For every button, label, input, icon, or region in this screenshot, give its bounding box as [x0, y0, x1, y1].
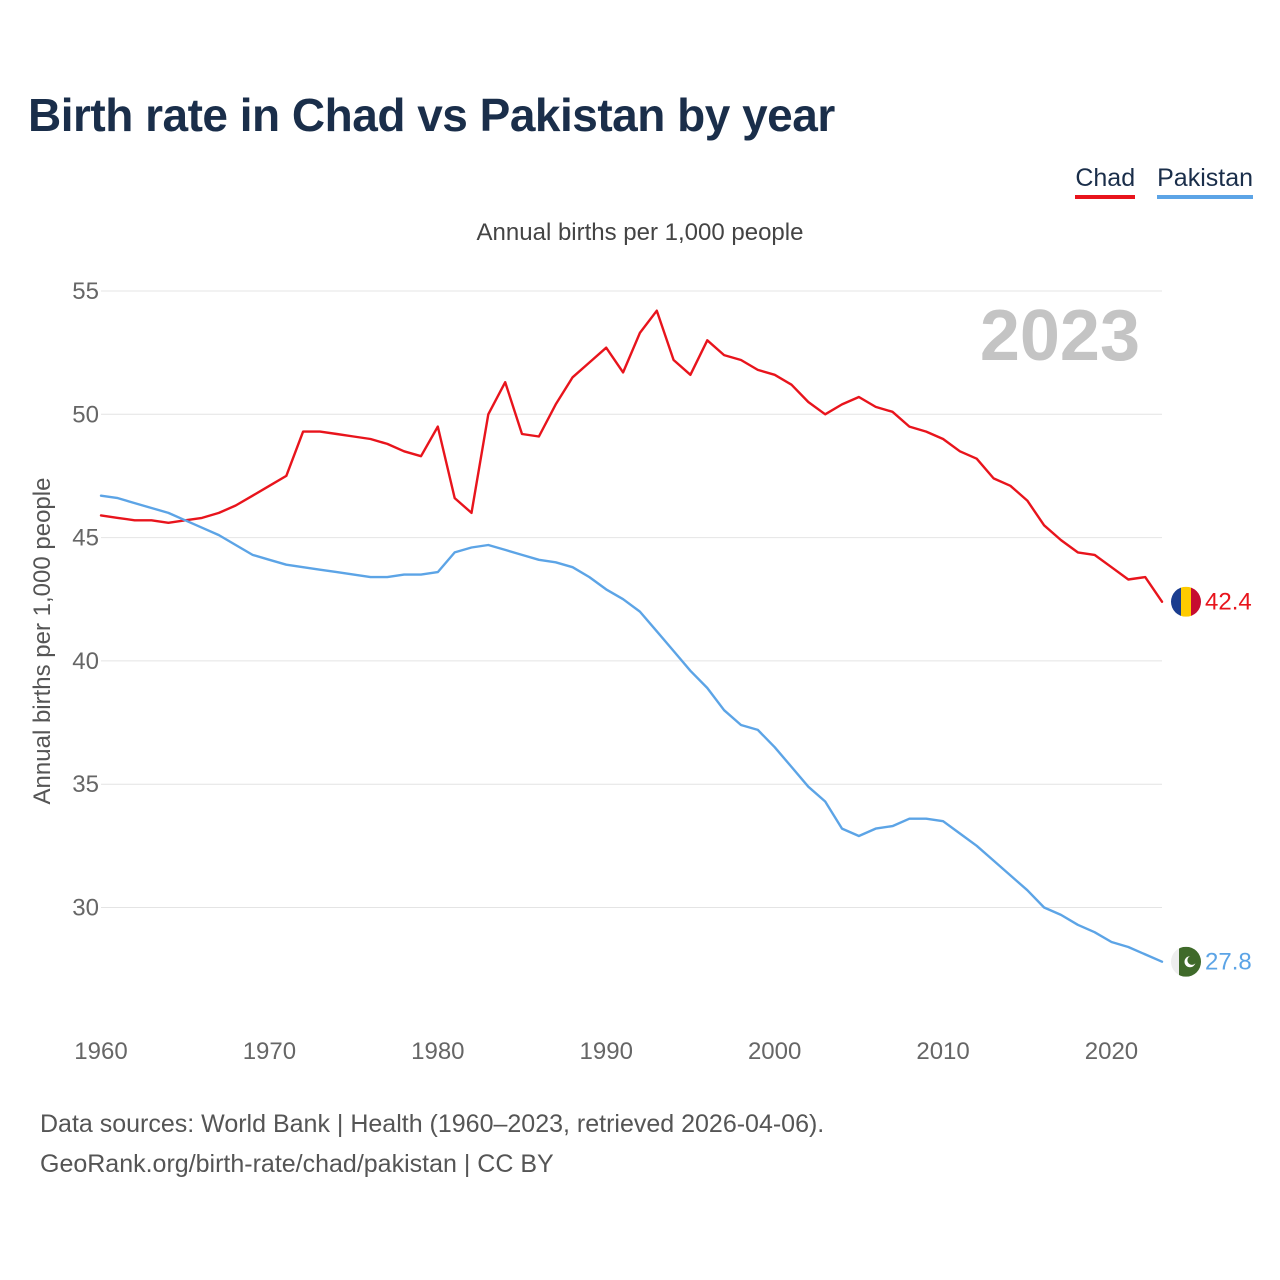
series-line-pakistan[interactable]: [99, 494, 1164, 963]
y-tick-label: 50: [72, 401, 99, 428]
legend: Chad Pakistan: [1075, 164, 1253, 199]
series-line-chad[interactable]: [99, 309, 1164, 603]
x-tick-label: 1960: [74, 1038, 127, 1065]
y-tick-label: 45: [72, 525, 99, 552]
y-tick-label: 35: [72, 771, 99, 798]
y-axis-label: Annual births per 1,000 people: [29, 478, 56, 805]
y-tick-label: 40: [72, 648, 99, 675]
x-tick-label: 1980: [411, 1038, 464, 1065]
source-line-2[interactable]: GeoRank.org/birth-rate/chad/pakistan | C…: [40, 1150, 554, 1178]
legend-item-pakistan[interactable]: Pakistan: [1157, 164, 1253, 199]
x-tick-label: 2010: [916, 1038, 969, 1065]
y-tick-label: 30: [72, 894, 99, 921]
end-labels: 42.4 27.8: [1171, 586, 1252, 977]
year-watermark: 2023: [980, 296, 1140, 376]
x-tick-label: 1990: [580, 1038, 633, 1065]
y-axis-ticks: 30 35 40 45 50 55: [72, 278, 99, 921]
legend-item-chad[interactable]: Chad: [1075, 164, 1136, 199]
pakistan-end-value: 27.8: [1205, 949, 1252, 976]
chart-subtitle: Annual births per 1,000 people: [477, 219, 804, 246]
source-line-1: Data sources: World Bank | Health (1960–…: [40, 1110, 825, 1138]
gridlines: [101, 290, 1162, 908]
pakistan-flag-icon: [1171, 946, 1201, 977]
x-tick-label: 2020: [1085, 1038, 1138, 1065]
series-group: [99, 309, 1164, 963]
chart-title: Birth rate in Chad vs Pakistan by year: [28, 89, 835, 141]
x-tick-label: 1970: [243, 1038, 296, 1065]
chad-flag-icon: [1171, 586, 1201, 617]
source-note: Data sources: World Bank | Health (1960–…: [40, 1104, 824, 1184]
y-tick-label: 55: [72, 278, 99, 305]
chad-end-value: 42.4: [1205, 589, 1252, 616]
x-axis-ticks: 1960 1970 1980 1990 2000 2010 2020: [74, 1038, 1138, 1065]
x-tick-label: 2000: [748, 1038, 801, 1065]
